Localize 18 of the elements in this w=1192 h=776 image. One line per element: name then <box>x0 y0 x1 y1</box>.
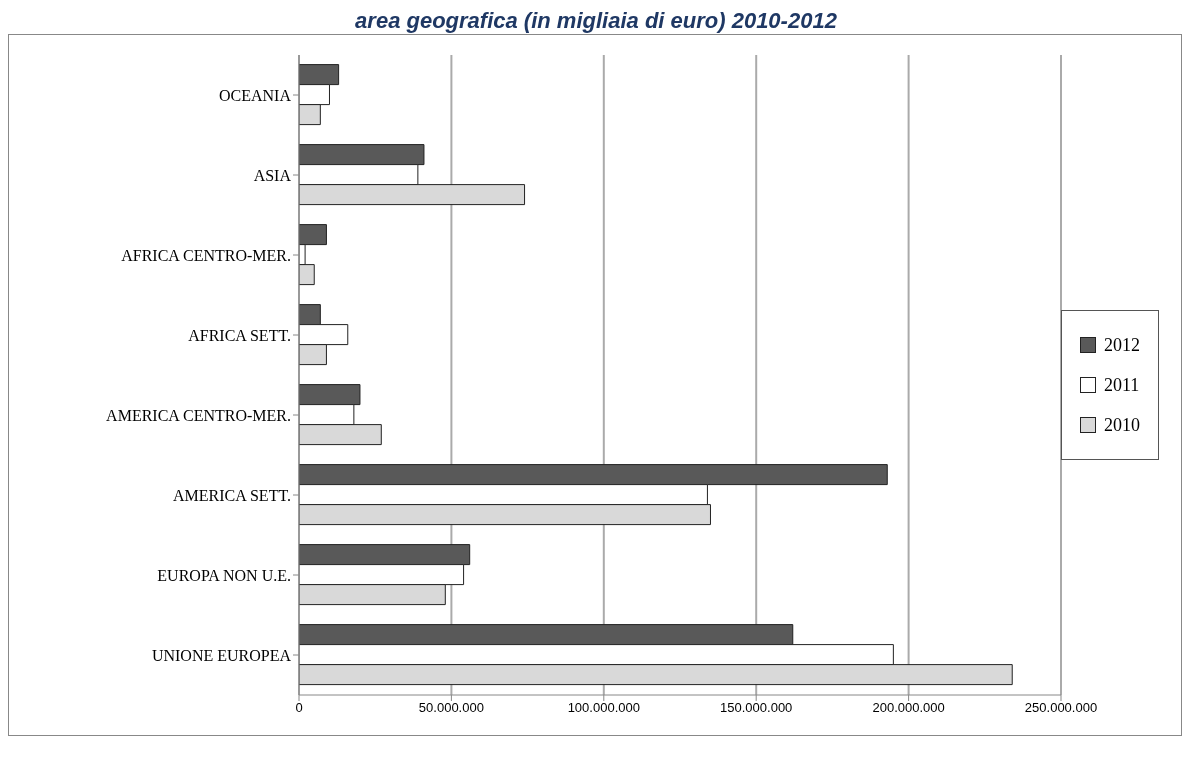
y-tick-label: AFRICA SETT. <box>188 326 291 344</box>
x-tick-label: 150.000.000 <box>720 700 793 716</box>
legend-label: 2012 <box>1104 334 1140 357</box>
chart-title: area geografica (in migliaia di euro) 2010-2012 <box>354 8 838 34</box>
y-tick-label: AMERICA CENTRO-MER. <box>106 406 291 424</box>
y-tick-label: AMERICA SETT. <box>173 486 291 504</box>
y-tick-label: AFRICA CENTRO-MER. <box>121 246 291 264</box>
y-tick-label: EUROPA NON U.E. <box>157 566 291 584</box>
y-tick-label: UNIONE EUROPEA <box>151 646 292 664</box>
y-tick-label: OCEANIA <box>219 86 292 104</box>
x-tick-label: 200.000.000 <box>872 700 945 716</box>
legend-label: 2010 <box>1104 414 1140 437</box>
x-tick-label: 100.000.000 <box>567 700 640 716</box>
x-tick-label: 0 <box>295 700 303 716</box>
x-tick-label: 50.000.000 <box>418 700 484 716</box>
legend-label: 2011 <box>1104 374 1140 397</box>
y-tick-label: ASIA <box>253 166 292 184</box>
x-tick-label: 250.000.000 <box>1024 700 1098 716</box>
